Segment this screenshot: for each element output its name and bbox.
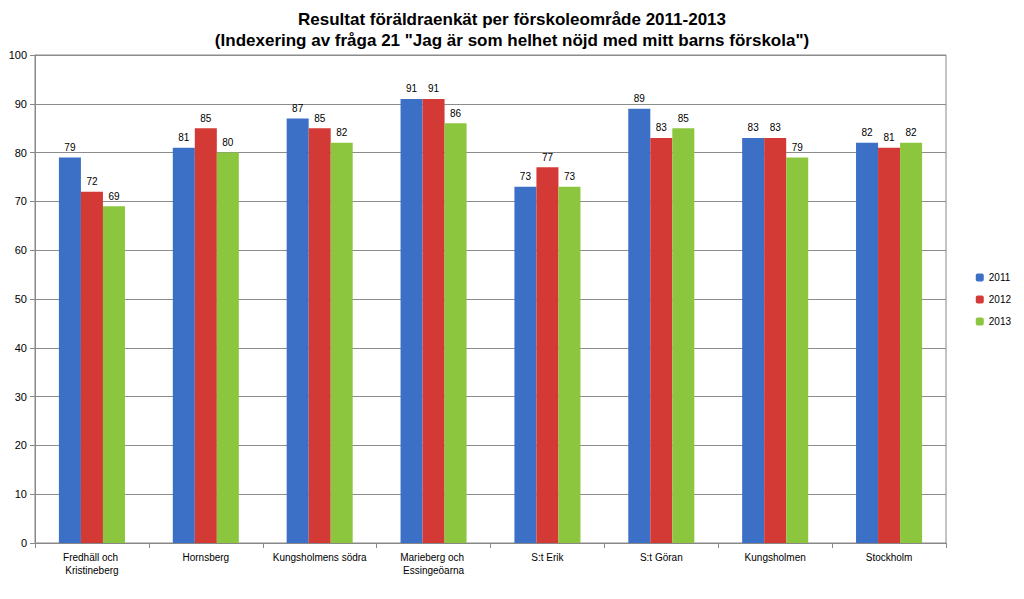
- svg-text:81: 81: [884, 132, 896, 143]
- svg-text:2013: 2013: [989, 316, 1012, 327]
- svg-text:2011: 2011: [989, 272, 1011, 283]
- svg-text:Essingeöarna: Essingeöarna: [403, 565, 465, 576]
- svg-text:83: 83: [748, 122, 760, 133]
- svg-text:82: 82: [336, 127, 348, 138]
- svg-text:S:t Erik: S:t Erik: [531, 552, 564, 563]
- svg-text:Kristineberg: Kristineberg: [65, 565, 118, 576]
- svg-text:100: 100: [9, 49, 27, 61]
- svg-text:77: 77: [542, 152, 554, 163]
- svg-text:S:t Göran: S:t Göran: [640, 552, 683, 563]
- svg-text:89: 89: [634, 93, 646, 104]
- svg-text:79: 79: [792, 142, 804, 153]
- svg-text:91: 91: [406, 83, 418, 94]
- svg-text:Stockholm: Stockholm: [866, 552, 913, 563]
- svg-text:Marieberg och: Marieberg och: [400, 552, 467, 563]
- svg-text:85: 85: [314, 113, 326, 124]
- svg-text:83: 83: [656, 122, 668, 133]
- svg-text:81: 81: [178, 132, 190, 143]
- svg-text:85: 85: [678, 113, 690, 124]
- svg-text:30: 30: [15, 391, 27, 403]
- svg-text:Hornsberg: Hornsberg: [182, 552, 229, 563]
- svg-text:69: 69: [108, 191, 120, 202]
- svg-text:72: 72: [86, 176, 98, 187]
- svg-text:80: 80: [222, 137, 234, 148]
- svg-text:91: 91: [428, 83, 440, 94]
- svg-text:60: 60: [15, 244, 27, 256]
- svg-text:2012: 2012: [989, 294, 1012, 305]
- svg-text:40: 40: [15, 342, 27, 354]
- svg-text:80: 80: [15, 147, 27, 159]
- svg-text:79: 79: [64, 142, 76, 153]
- svg-text:90: 90: [15, 98, 27, 110]
- svg-text:10: 10: [15, 488, 27, 500]
- svg-text:85: 85: [200, 113, 212, 124]
- svg-text:0: 0: [21, 537, 27, 549]
- svg-text:50: 50: [15, 293, 27, 305]
- svg-text:Kungsholmens södra: Kungsholmens södra: [273, 552, 367, 563]
- svg-text:73: 73: [520, 171, 532, 182]
- svg-text:Kungsholmen: Kungsholmen: [745, 552, 806, 563]
- svg-text:70: 70: [15, 195, 27, 207]
- svg-text:82: 82: [861, 127, 873, 138]
- svg-text:82: 82: [906, 127, 918, 138]
- svg-text:(Indexering av fråga 21 "Jag ä: (Indexering av fråga 21 "Jag är som helh…: [215, 31, 809, 50]
- svg-text:87: 87: [292, 103, 304, 114]
- svg-text:73: 73: [564, 171, 576, 182]
- svg-text:83: 83: [770, 122, 782, 133]
- svg-text:Resultat föräldraenkät per för: Resultat föräldraenkät per förskoleområd…: [298, 10, 726, 29]
- svg-text:86: 86: [450, 108, 462, 119]
- svg-text:Fredhäll och: Fredhäll och: [63, 552, 121, 563]
- svg-text:20: 20: [15, 439, 27, 451]
